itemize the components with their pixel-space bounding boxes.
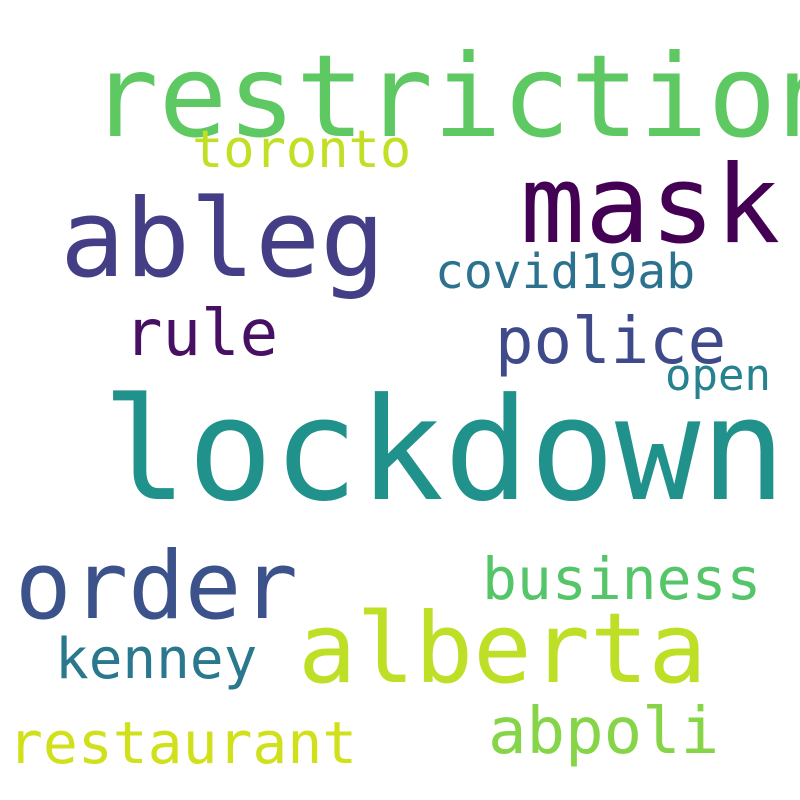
word-ableg: ableg xyxy=(60,177,386,302)
word-open: open xyxy=(665,350,771,401)
word-order: order xyxy=(15,532,298,641)
word-rule: rule xyxy=(124,297,279,371)
word-mask: mask xyxy=(520,143,781,268)
word-lockdown: lockdown xyxy=(102,368,786,533)
word-restriction: restriction xyxy=(90,30,800,163)
word-alberta: alberta xyxy=(298,592,707,705)
word-toronto: toronto xyxy=(192,120,412,180)
word-abpoli: abpoli xyxy=(488,695,720,769)
word-business: business xyxy=(482,545,762,613)
word-covid19ab: covid19ab xyxy=(435,244,696,300)
word-kenney: kenney xyxy=(55,627,258,692)
word-police: police xyxy=(495,305,727,379)
word-restaurant: restaurant xyxy=(8,709,358,777)
